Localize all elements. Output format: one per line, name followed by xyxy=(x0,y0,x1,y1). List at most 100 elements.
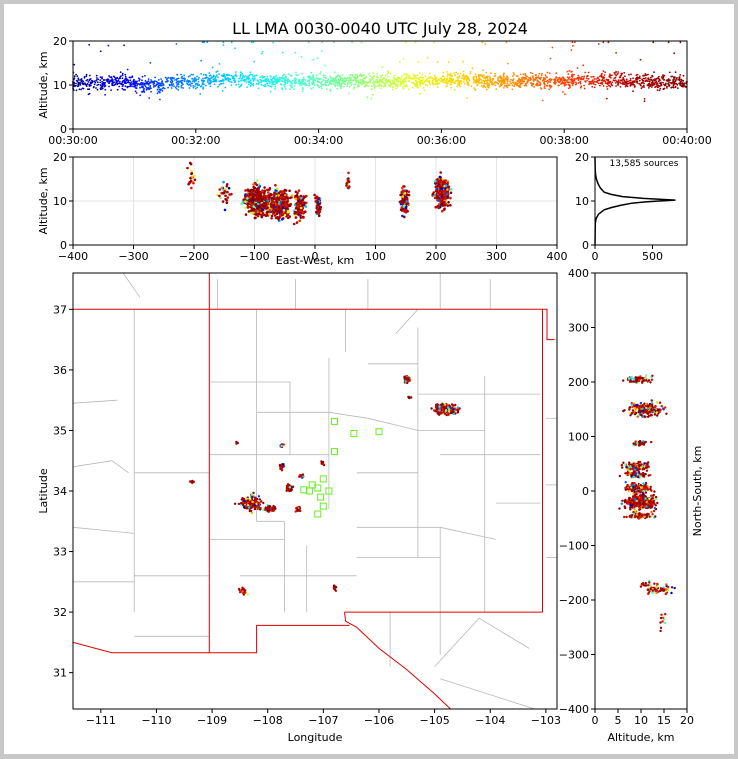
time-height-point xyxy=(415,41,417,43)
time-height-point xyxy=(295,72,297,74)
time-height-point xyxy=(176,43,178,45)
time-height-point xyxy=(162,88,164,90)
time-height-point xyxy=(598,80,600,82)
time-height-point xyxy=(425,84,427,86)
east-west-point xyxy=(244,189,247,192)
plan-view-point xyxy=(291,489,293,491)
time-height-point xyxy=(445,82,447,84)
time-height-point xyxy=(190,81,192,83)
time-height-point xyxy=(380,77,382,79)
time-height-point xyxy=(366,76,368,78)
time-height-point xyxy=(349,83,351,85)
time-height-points xyxy=(72,41,688,102)
time-height-point xyxy=(566,80,568,82)
time-height-point xyxy=(200,85,202,87)
time-height-point xyxy=(502,82,504,84)
time-height-point xyxy=(120,75,122,77)
time-height-point xyxy=(622,77,624,79)
time-height-point xyxy=(104,89,106,91)
time-height-point xyxy=(193,87,195,89)
time-height-point xyxy=(459,81,461,83)
time-height-point xyxy=(171,87,173,89)
time-height-point xyxy=(456,86,458,88)
time-height-point xyxy=(108,45,110,47)
east-west-point xyxy=(401,187,404,190)
time-height-point xyxy=(327,78,329,80)
time-height-point xyxy=(290,81,292,83)
time-height-point xyxy=(256,83,258,85)
time-height-point xyxy=(186,83,188,85)
time-height-point xyxy=(148,97,150,99)
time-height-point xyxy=(310,72,312,74)
time-height-point xyxy=(300,82,302,84)
time-height-point xyxy=(209,82,211,84)
time-height-point xyxy=(653,83,655,85)
plan-view-point xyxy=(249,500,251,502)
east-west-point xyxy=(318,214,321,217)
east-west-point xyxy=(295,216,298,219)
east-west-point xyxy=(259,194,262,197)
time-height-point xyxy=(319,73,321,75)
time-height-point xyxy=(144,84,146,86)
time-height-point xyxy=(680,81,682,83)
time-height-point xyxy=(229,74,231,76)
time-height-point xyxy=(472,67,474,69)
time-height-point xyxy=(130,85,132,87)
time-height-point xyxy=(630,82,632,84)
time-height-point xyxy=(454,89,456,91)
time-height-point xyxy=(104,86,106,88)
time-height-point xyxy=(373,85,375,87)
time-height-point xyxy=(196,87,198,89)
time-height-point xyxy=(611,74,613,76)
time-height-point xyxy=(310,88,312,90)
east-west-point xyxy=(289,204,292,207)
time-height-point xyxy=(565,84,567,86)
time-height-point xyxy=(200,73,202,75)
time-height-point xyxy=(338,78,340,80)
east-west-point xyxy=(282,203,285,206)
time-height-altitude-axis-tick-label: 0 xyxy=(60,123,67,136)
time-height-point xyxy=(246,81,248,83)
time-height-point xyxy=(490,72,492,74)
time-height-point xyxy=(232,78,234,80)
time-height-point xyxy=(416,85,418,87)
time-height-point xyxy=(483,80,485,82)
time-height-point xyxy=(87,81,89,83)
time-height-point xyxy=(418,78,420,80)
time-height-point xyxy=(425,76,427,78)
time-height-point xyxy=(397,77,399,79)
time-height-point xyxy=(219,84,221,86)
time-height-point xyxy=(673,83,675,85)
time-height-point xyxy=(535,77,537,79)
county-border xyxy=(257,412,368,418)
east-west-point xyxy=(282,213,285,216)
time-height-point xyxy=(594,87,596,89)
east-west-point xyxy=(264,189,267,192)
source-count-annotation: 13,585 sources xyxy=(610,159,679,169)
time-height-point xyxy=(627,83,629,85)
time-height-point xyxy=(344,78,346,80)
time-height-point xyxy=(394,77,396,79)
time-height-point xyxy=(638,77,640,79)
time-height-point xyxy=(434,75,436,77)
east-west-ylabel: Altitude, km xyxy=(37,167,50,234)
time-height-point xyxy=(214,84,216,86)
time-height-point xyxy=(271,86,273,88)
east-west-point xyxy=(449,204,452,207)
time-height-point xyxy=(216,74,218,76)
time-height-point xyxy=(180,80,182,82)
time-height-point xyxy=(307,76,309,78)
time-height-point xyxy=(96,77,98,79)
time-height-point xyxy=(184,80,186,82)
time-height-point xyxy=(615,75,617,77)
time-height-point xyxy=(433,41,435,43)
time-height-point xyxy=(523,73,525,75)
time-height-point xyxy=(644,100,646,102)
time-height-point xyxy=(144,75,146,77)
east-west-point xyxy=(288,190,291,193)
figure-canvas: LL LMA 0030-0040 UTC July 28, 2024 00:30… xyxy=(4,4,734,754)
time-height-point xyxy=(154,77,156,79)
time-height-point xyxy=(484,83,486,85)
time-height-point xyxy=(670,87,672,89)
